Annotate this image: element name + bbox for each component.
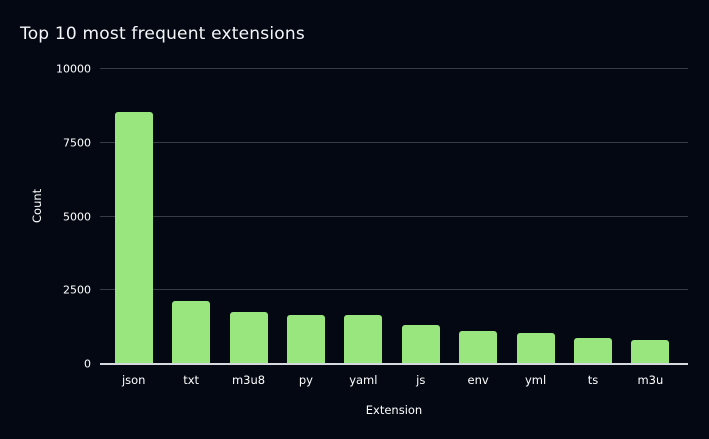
bar-column-json: json — [105, 69, 162, 387]
x-tick-label-yml: yml — [524, 373, 547, 387]
bar-m3u — [631, 339, 670, 364]
bar-column-yml: yml — [507, 69, 564, 387]
x-tick-label-m3u: m3u — [637, 373, 664, 387]
bar-column-js: js — [392, 69, 449, 387]
y-tick-label-2500: 2500 — [63, 283, 91, 297]
bar-yml — [516, 333, 555, 364]
y-tick-label-0: 0 — [84, 357, 91, 371]
gridline-10000 — [100, 68, 688, 69]
bar-env — [459, 330, 498, 364]
bar-column-py: py — [277, 69, 334, 387]
bar-column-ts: ts — [564, 69, 621, 387]
chart-title: Top 10 most frequent extensions — [20, 24, 305, 44]
bar-ts — [573, 337, 612, 364]
x-tick-label-txt: txt — [183, 373, 200, 387]
bar-column-m3u8: m3u8 — [220, 69, 277, 387]
bar-column-yaml: yaml — [335, 69, 392, 387]
y-tick-label-10000: 10000 — [56, 62, 91, 76]
y-tick-label-5000: 5000 — [63, 210, 91, 223]
gridline-5000 — [100, 215, 688, 217]
x-tick-label-yaml: yaml — [349, 373, 378, 387]
plot-area: 0 2500 5000 7500 10000 json txt m3u8 py yaml js en… — [56, 63, 688, 387]
bar-column-m3u: m3u — [622, 69, 679, 387]
bar-m3u8 — [229, 312, 268, 364]
x-tick-label-json: json — [121, 373, 146, 387]
bar-column-env: env — [449, 69, 506, 387]
x-tick-label-env: env — [467, 373, 489, 387]
y-tick-label-7500: 7500 — [63, 136, 91, 150]
x-axis-line — [100, 363, 688, 365]
x-tick-label-m3u8: m3u8 — [231, 373, 266, 387]
gridline-2500 — [100, 289, 688, 291]
gridline-7500 — [100, 141, 688, 143]
x-tick-label-js: js — [416, 373, 426, 387]
bar-py — [286, 314, 325, 364]
bar-column-txt: txt — [162, 69, 219, 387]
y-axis-title: Count — [30, 188, 45, 223]
bar-yaml — [344, 315, 383, 364]
x-axis-title: Extension — [365, 403, 423, 417]
bar-txt — [172, 300, 211, 364]
bar-json — [114, 111, 153, 364]
bar-js — [401, 324, 440, 364]
x-tick-label-ts: ts — [587, 373, 599, 387]
bars-container: json txt m3u8 py yaml js env yml ts m3u — [105, 69, 679, 387]
x-tick-label-py: py — [298, 373, 313, 387]
